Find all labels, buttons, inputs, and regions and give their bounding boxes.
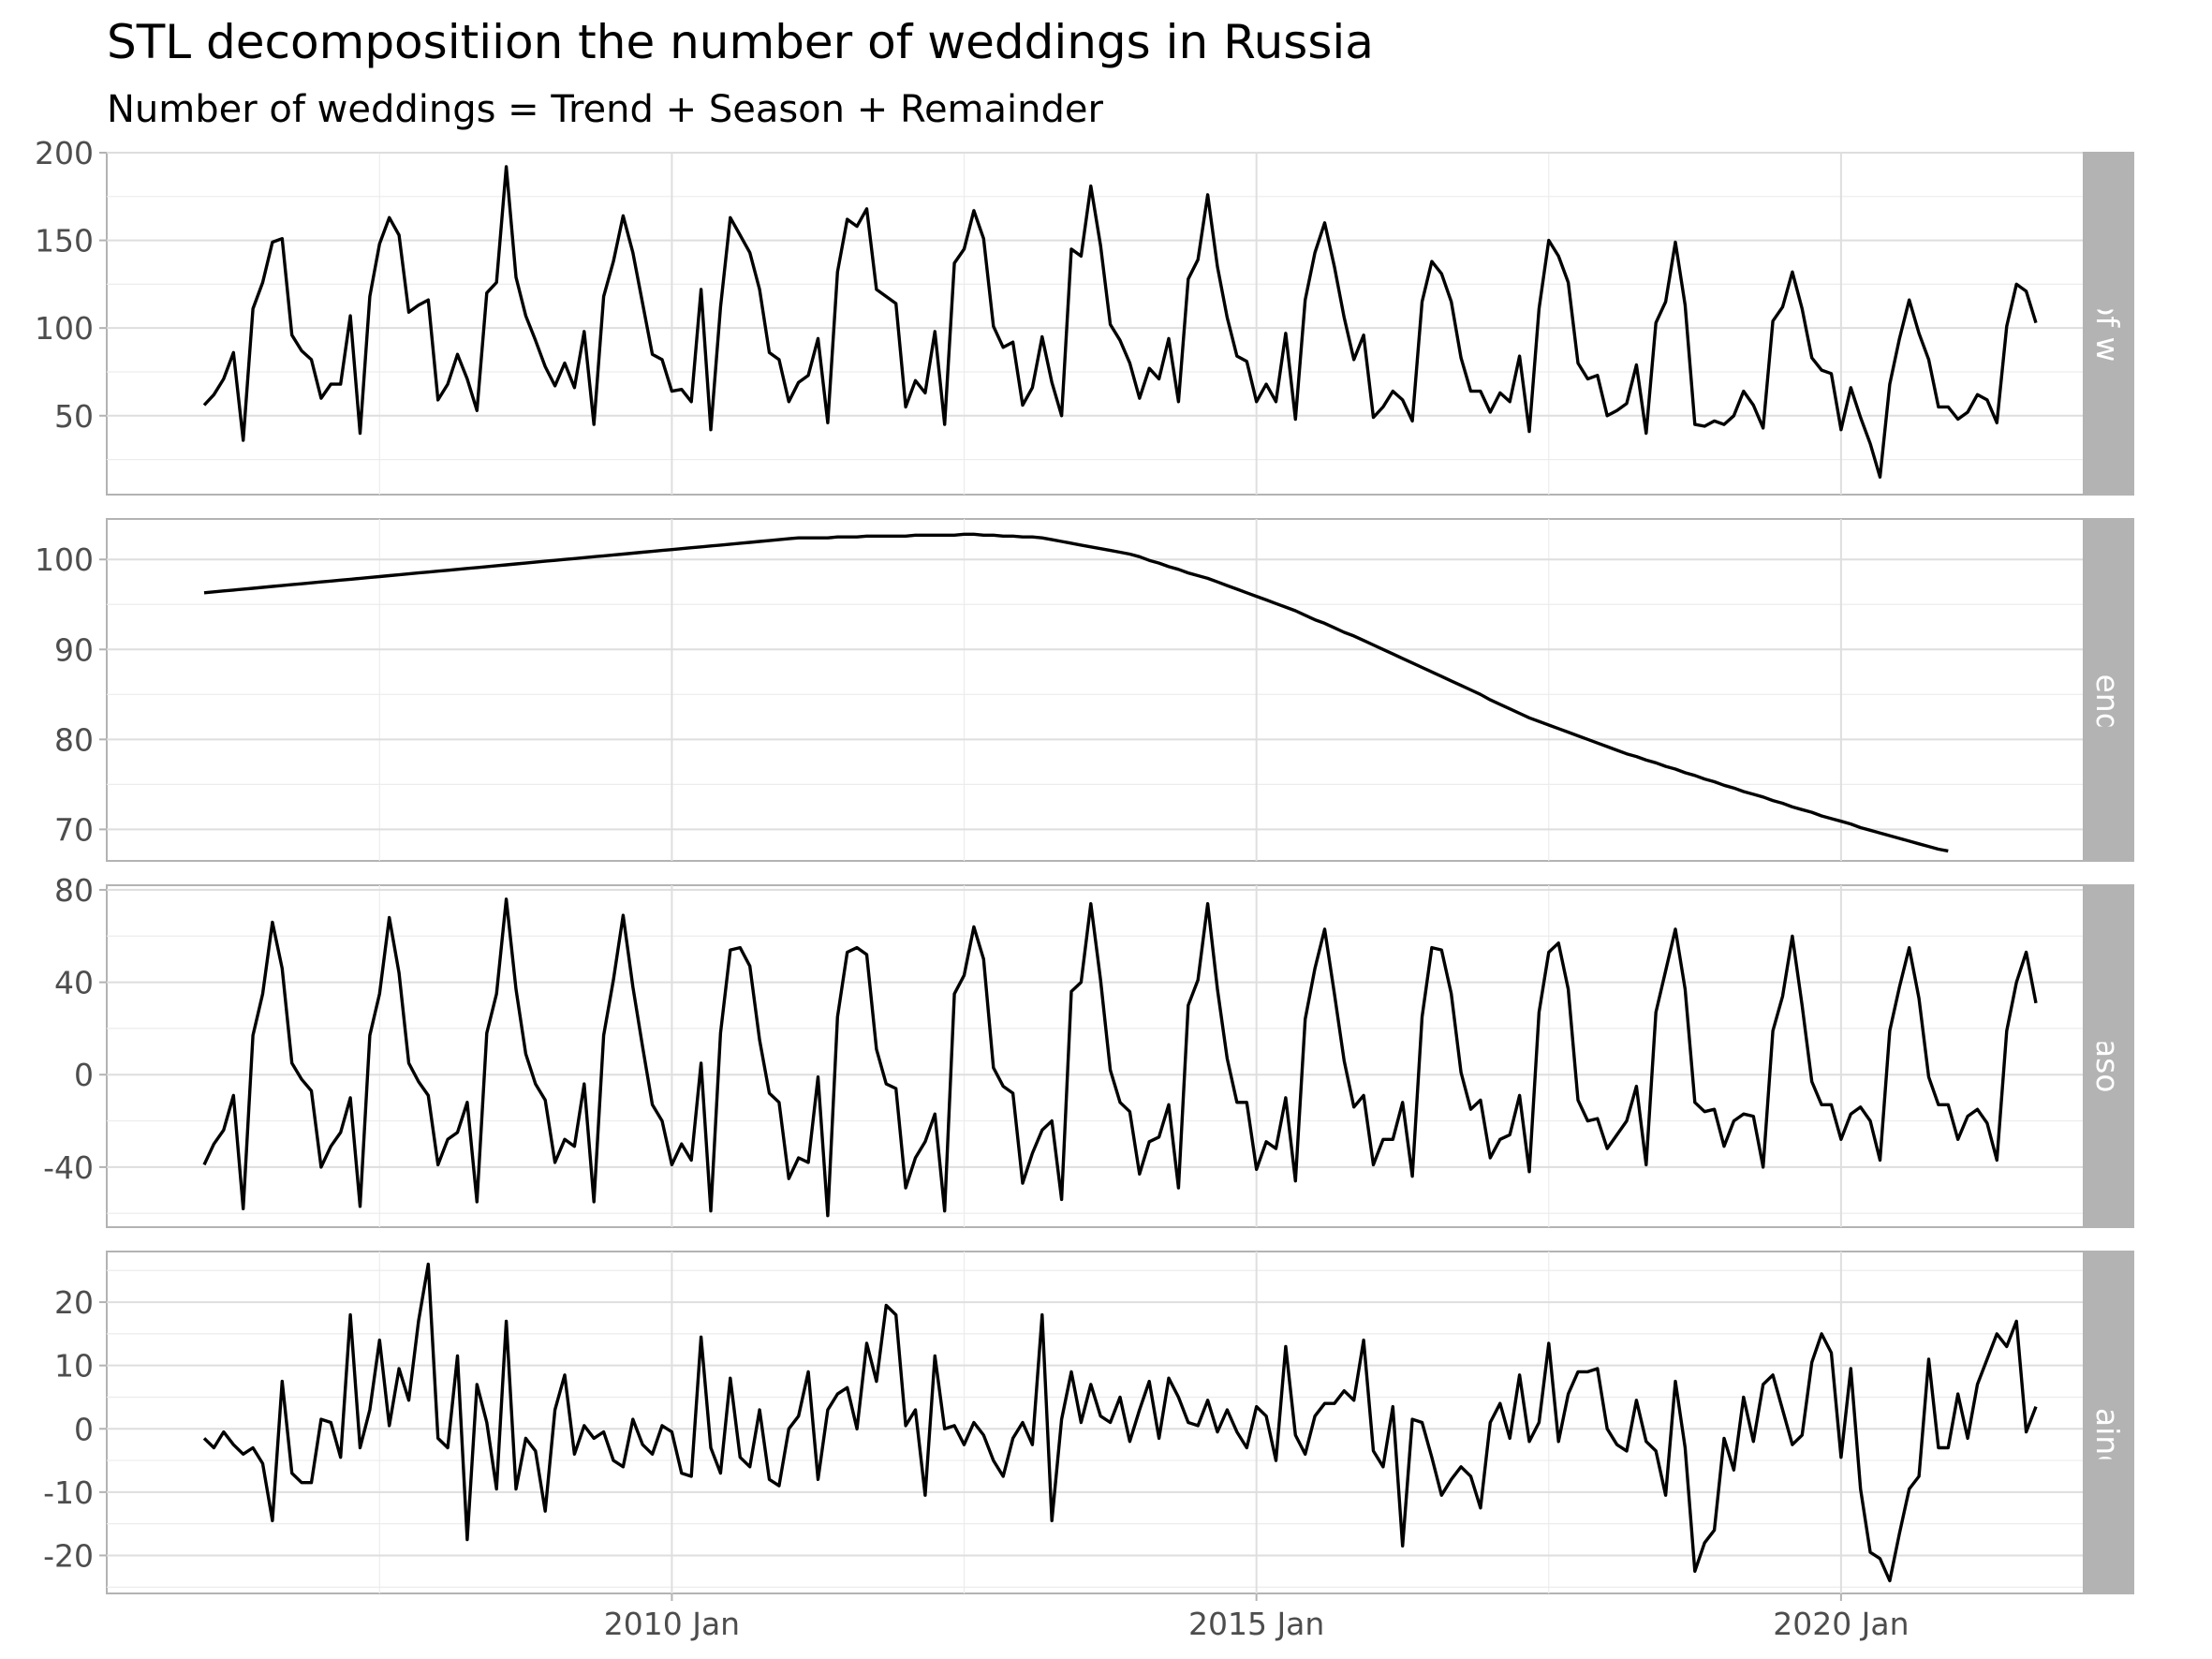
panel-background bbox=[106, 152, 2134, 496]
x-tick-label: 2010 Jan bbox=[604, 1606, 740, 1642]
y-tick-label: 100 bbox=[35, 541, 94, 578]
x-tick-label: 2015 Jan bbox=[1188, 1606, 1324, 1642]
y-tick-label: 10 bbox=[54, 1348, 94, 1385]
y-tick-label: -10 bbox=[43, 1474, 94, 1511]
chart-subtitle: Number of weddings = Trend + Season + Re… bbox=[107, 88, 1104, 131]
y-tick-label: -20 bbox=[43, 1537, 94, 1574]
series-line-number-of-weddings bbox=[202, 165, 2038, 479]
facet-strip bbox=[2083, 1252, 2133, 1593]
facet-strip bbox=[2083, 519, 2133, 861]
y-tick-label: 80 bbox=[54, 872, 94, 909]
panel-background bbox=[106, 884, 2134, 1228]
y-tick-label: -40 bbox=[43, 1149, 94, 1186]
y-tick-label: 50 bbox=[54, 398, 94, 435]
y-tick-label: 80 bbox=[54, 721, 94, 758]
series-line-trend bbox=[203, 532, 1949, 853]
y-tick-label: 0 bbox=[74, 1057, 94, 1093]
facet-strip-label: Number of weddings bbox=[2089, 163, 2126, 484]
y-tick-label: 90 bbox=[54, 631, 94, 668]
y-tick-label: 150 bbox=[35, 223, 94, 259]
y-tick-label: 100 bbox=[35, 310, 94, 347]
panel-remainder: -20 -10 0 10 20 Remainder bbox=[43, 1251, 2134, 1594]
x-axis: 2010 Jan 2015 Jan 2020 Jan bbox=[604, 1593, 1910, 1642]
y-tick-label: 0 bbox=[74, 1411, 94, 1447]
chart-title: STL decompositiion the number of wedding… bbox=[107, 15, 1374, 69]
facet-strip-label: Season bbox=[2089, 1000, 2126, 1113]
panel-number-of-weddings: 50 100 150 200 Number of weddings bbox=[35, 135, 2134, 496]
panel-background bbox=[106, 1251, 2134, 1594]
series-line-season bbox=[202, 897, 2038, 1218]
facet-strip-label: Trend bbox=[2089, 646, 2126, 732]
panel-background bbox=[106, 518, 2134, 862]
y-tick-label: 40 bbox=[54, 965, 94, 1001]
panel-season: -40 0 40 80 Season bbox=[43, 872, 2134, 1228]
facet-strip bbox=[2083, 153, 2133, 495]
y-tick-label: 70 bbox=[54, 811, 94, 848]
series-line-remainder bbox=[202, 1262, 2038, 1583]
facet-strip-label: Remainder bbox=[2089, 1339, 2126, 1506]
facet-strip bbox=[2083, 885, 2133, 1227]
y-tick-label: 200 bbox=[35, 135, 94, 171]
panel-trend: 70 80 90 100 Trend bbox=[35, 518, 2134, 862]
x-tick-label: 2020 Jan bbox=[1773, 1606, 1909, 1642]
y-tick-label: 20 bbox=[54, 1284, 94, 1321]
